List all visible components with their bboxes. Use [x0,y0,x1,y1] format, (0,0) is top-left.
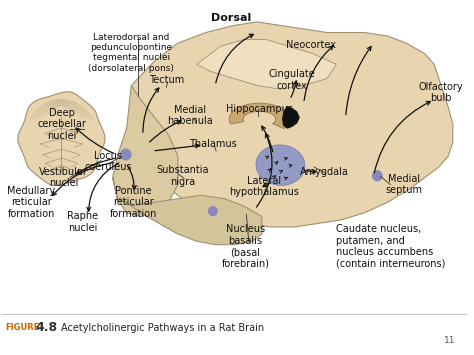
Polygon shape [229,103,290,129]
Text: Substantia
nigra: Substantia nigra [156,165,209,186]
Ellipse shape [209,207,217,215]
Text: Medullary
reticular
formation: Medullary reticular formation [7,186,55,219]
Text: Dorsal: Dorsal [211,13,252,23]
Ellipse shape [120,149,131,160]
Text: Vestibular
nuclei: Vestibular nuclei [39,167,88,188]
Text: Olfactory
bulb: Olfactory bulb [419,82,464,103]
Text: Cingulate
cortex: Cingulate cortex [269,70,316,91]
Text: Nucleus
basalis
(basal
forebrain): Nucleus basalis (basal forebrain) [221,224,270,269]
Text: Amygdala: Amygdala [300,167,349,177]
Text: Raphe
nuclei: Raphe nuclei [67,211,98,233]
Ellipse shape [373,171,382,181]
Text: Neocortex: Neocortex [286,40,336,50]
Text: Laterodorsal and
pedunculopontine
tegmental nuclei
(dorsolateral pons): Laterodorsal and pedunculopontine tegmen… [88,33,174,73]
Polygon shape [197,40,337,89]
Text: Medial
habenula: Medial habenula [167,105,212,126]
Text: Deep
cerebellar
nuclei: Deep cerebellar nuclei [37,108,86,141]
Polygon shape [131,22,453,227]
Polygon shape [113,178,262,245]
Text: Acetylcholinergic Pathways in a Rat Brain: Acetylcholinergic Pathways in a Rat Brai… [61,323,264,333]
Text: 11: 11 [444,337,455,345]
Text: Medial
septum: Medial septum [385,174,422,195]
Polygon shape [113,86,178,217]
Text: Lateral
hypothalamus: Lateral hypothalamus [229,175,299,197]
Ellipse shape [256,145,305,185]
Text: FIGURE: FIGURE [6,323,40,332]
Text: Caudate nucleus,
putamen, and
nucleus accumbens
(contain interneurons): Caudate nucleus, putamen, and nucleus ac… [337,224,446,269]
Text: Thalamus: Thalamus [189,139,237,149]
Text: Pontine
reticular
formation: Pontine reticular formation [110,186,157,219]
Text: 4.8: 4.8 [36,321,58,334]
Polygon shape [18,92,105,185]
Text: Tectum: Tectum [149,75,184,85]
Polygon shape [283,107,299,128]
Text: Locus
coeruleus: Locus coeruleus [84,151,132,173]
Text: Hippocampus: Hippocampus [226,104,293,114]
